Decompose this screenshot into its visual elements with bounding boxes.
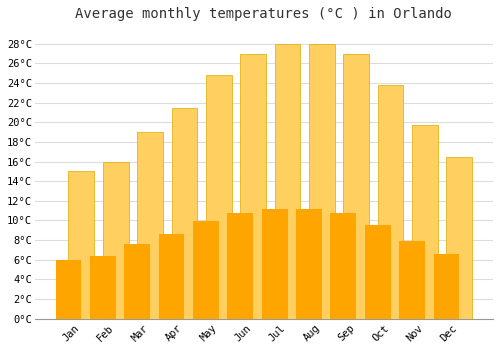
Bar [399, 241, 425, 318]
Bar [90, 256, 116, 318]
Bar [365, 225, 390, 318]
Bar [434, 254, 460, 318]
Bar [68, 172, 94, 318]
Bar [412, 125, 438, 318]
Bar [330, 212, 356, 318]
Bar [344, 54, 369, 318]
Bar [309, 44, 335, 318]
Bar [158, 234, 184, 318]
Bar [137, 132, 163, 318]
Bar [206, 75, 232, 318]
Bar [228, 212, 253, 318]
Bar [296, 209, 322, 318]
Bar [240, 54, 266, 318]
Bar [274, 44, 300, 318]
Title: Average monthly temperatures (°C ) in Orlando: Average monthly temperatures (°C ) in Or… [76, 7, 452, 21]
Bar [378, 85, 404, 318]
Bar [56, 260, 82, 318]
Bar [262, 209, 287, 318]
Bar [172, 107, 198, 318]
Bar [193, 221, 219, 318]
Bar [103, 162, 128, 318]
Bar [446, 157, 472, 318]
Bar [124, 244, 150, 318]
